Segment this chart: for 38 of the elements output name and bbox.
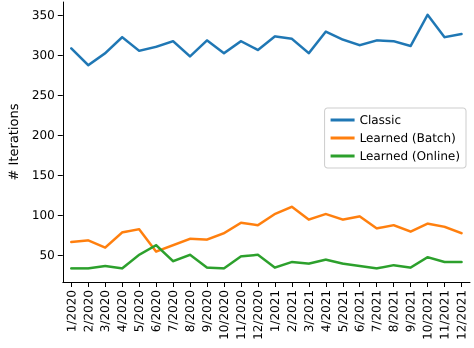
- x-tick-label: 11/2020: [234, 290, 248, 340]
- y-axis-title: # Iterations: [7, 103, 22, 180]
- x-tick-label: 5/2020: [132, 290, 146, 332]
- x-tick-label: 4/2020: [115, 290, 130, 332]
- y-tick-label: 200: [32, 128, 55, 142]
- x-tick-label: 1/2020: [64, 290, 78, 332]
- x-tick-label: 8/2020: [183, 290, 198, 332]
- x-tick-label: 7/2020: [166, 290, 180, 332]
- y-tick-label: 50: [40, 248, 55, 262]
- x-tick-label: 8/2021: [386, 290, 401, 332]
- line-series: [70, 206, 463, 253]
- x-tick-label: 12/2020: [250, 290, 265, 340]
- x-tick-label: 2/2021: [284, 290, 299, 332]
- x-tick-label: 6/2020: [149, 290, 164, 332]
- x-tick-label: 11/2021: [438, 290, 452, 340]
- x-tick-label: 12/2021: [454, 290, 469, 340]
- y-tick-label: 150: [32, 168, 55, 182]
- y-tick-label: 350: [32, 8, 55, 22]
- x-tick-label: 9/2021: [404, 290, 418, 332]
- x-tick-label: 10/2021: [420, 290, 435, 340]
- x-tick-label: 1/2021: [268, 290, 282, 332]
- legend-label: Learned (Online): [360, 149, 460, 163]
- x-tick-label: 7/2021: [370, 290, 384, 332]
- y-tick-label: 300: [32, 48, 55, 62]
- line-series: [70, 14, 463, 66]
- x-tick-label: 6/2021: [352, 290, 367, 332]
- y-tick-label: 250: [32, 88, 55, 102]
- y-tick-label: 100: [32, 208, 55, 222]
- x-tick-label: 5/2021: [336, 290, 350, 332]
- x-tick-label: 9/2020: [200, 290, 214, 332]
- x-tick-label: 2/2020: [81, 290, 96, 332]
- line-series: [70, 244, 463, 270]
- x-tick-label: 3/2021: [302, 290, 316, 332]
- x-tick-label: 10/2020: [216, 290, 231, 340]
- legend-label: Classic: [360, 113, 402, 127]
- x-tick-label: 3/2020: [98, 290, 112, 332]
- legend-label: Learned (Batch): [360, 131, 456, 145]
- x-tick-label: 4/2021: [318, 290, 333, 332]
